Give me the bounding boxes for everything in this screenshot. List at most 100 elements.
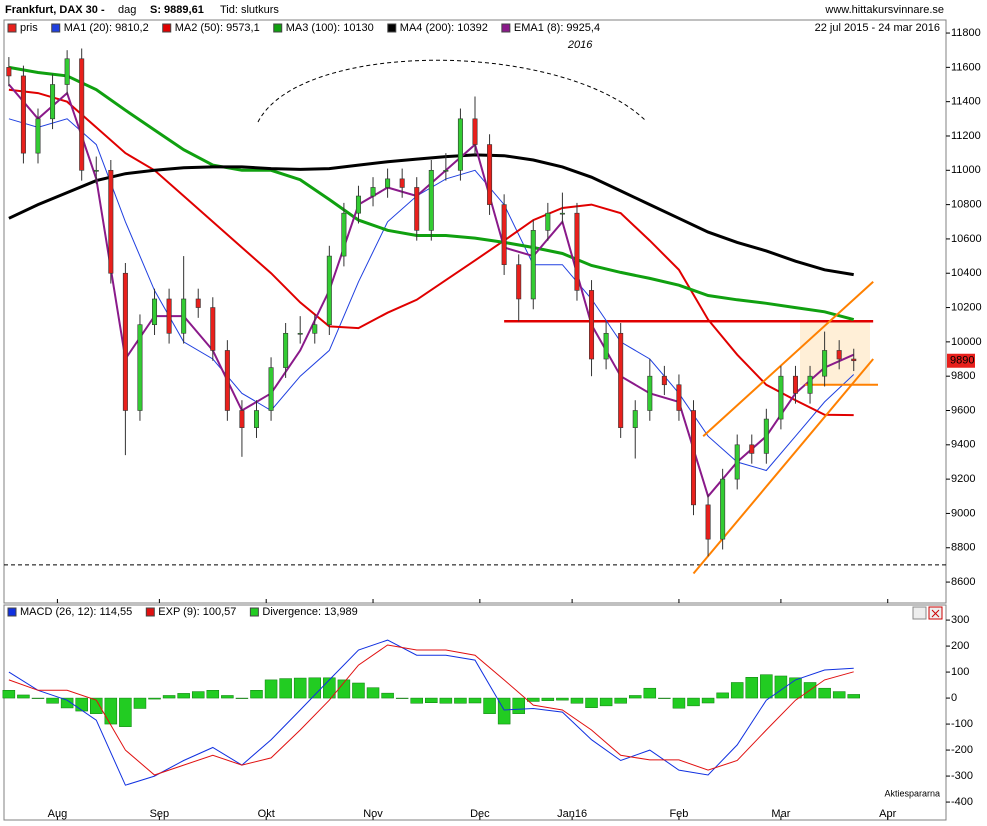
candle-body [108,169,114,274]
divergence-bar [133,697,147,709]
candle-body [559,212,565,215]
divergence-bar [745,677,759,699]
divergence-bar [789,677,802,699]
candle-body [399,178,405,188]
candle-body [457,118,463,171]
period: dag [118,4,136,16]
legend-label: MACD (26, 12): 114,55 [20,606,132,618]
divergence-bar [206,690,220,699]
candle-body [472,118,478,145]
divergence-bar [585,697,598,708]
divergence-bar [614,697,627,704]
divergence-bar [221,695,234,699]
candle-body [807,375,813,394]
legend-label: pris [20,22,38,34]
divergence-bar [148,697,161,700]
candle-body [6,67,12,77]
y-tick-label: 11000 [951,164,981,176]
x-tick-label: Feb [669,808,688,820]
divergence-bar [818,687,831,699]
legend-swatch [273,23,283,33]
y-tick-label: 8600 [951,576,975,588]
candle-body [326,255,332,326]
date-range: 22 jul 2015 - 24 mar 2016 [815,22,940,34]
year-annotation: 2016 [567,39,593,51]
x-tick-label: Dec [470,808,490,820]
divergence-bar [847,694,860,699]
candle-body [122,272,128,411]
candle-body [763,418,769,454]
y-tick-label: 9200 [951,473,975,485]
watermark: Aktiespararna [884,788,940,798]
divergence-bar [75,697,88,712]
last-price-label: 9890 [950,355,974,367]
divergence-bar [701,697,715,704]
divergence-bar [483,697,496,714]
divergence-bar [687,697,700,707]
candle-body [239,410,245,428]
divergence-bar [716,692,729,699]
divergence-bar [832,691,846,699]
divergence-bar [395,697,409,699]
candle-body [195,298,201,308]
candle-body [385,178,391,188]
x-tick-label: Aug [48,808,68,820]
y-tick-label: 10200 [951,301,982,313]
candle-body [691,410,697,506]
candle-body [589,290,595,360]
divergence-bar [352,682,365,699]
candle-body [661,375,667,386]
x-tick-label: Jan16 [557,808,587,820]
candle-body [487,144,493,205]
legend-swatch [145,607,155,617]
legend-label: MA4 (200): 10392 [400,22,488,34]
divergence-bar [308,677,322,699]
divergence-bar [60,697,74,709]
candle-body [253,410,259,428]
source: www.hittakursvinnare.se [824,4,944,16]
divergence-bar [541,697,555,701]
y-tick-label: -200 [951,744,973,756]
y-tick-label: 300 [951,614,969,626]
candle-body [166,298,172,334]
settings-icon[interactable] [912,606,927,620]
y-tick-label: 9800 [951,370,975,382]
divergence-bar [468,697,482,704]
divergence-bar [570,697,584,704]
last-price-box [947,353,975,368]
legend-label: MA2 (50): 9573,1 [175,22,260,34]
divergence-bar [279,678,292,699]
divergence-bar [439,697,453,704]
x-tick-label: Apr [879,808,896,820]
candle-body [283,332,289,368]
target-box [800,322,870,385]
candle-body [836,350,842,360]
y-tick-label: 10000 [951,336,982,348]
legend-swatch [7,607,17,617]
candle-body [516,264,522,300]
divergence-bar [760,674,773,699]
candle-body [676,384,682,411]
y-tick-label: -100 [951,718,973,730]
divergence-bar [46,697,59,704]
candle-body [341,212,347,257]
divergence-bar [628,695,642,699]
x-tick-label: Sep [150,808,170,820]
candle-body [443,169,449,172]
candle-body [778,375,784,420]
y-tick-label: 9000 [951,507,975,519]
candle-body [312,324,318,334]
candle-body [822,350,828,377]
divergence-bar [235,697,249,699]
divergence-bar [250,690,263,699]
candle-body [501,204,507,265]
divergence-bar [264,679,278,699]
candle-body [792,375,798,394]
candle-body [79,58,85,171]
y-tick-label: -400 [951,796,973,808]
macd-panel [3,604,947,821]
legend-swatch [7,23,17,33]
candle-body [50,84,56,120]
y-tick-label: 200 [951,640,969,652]
